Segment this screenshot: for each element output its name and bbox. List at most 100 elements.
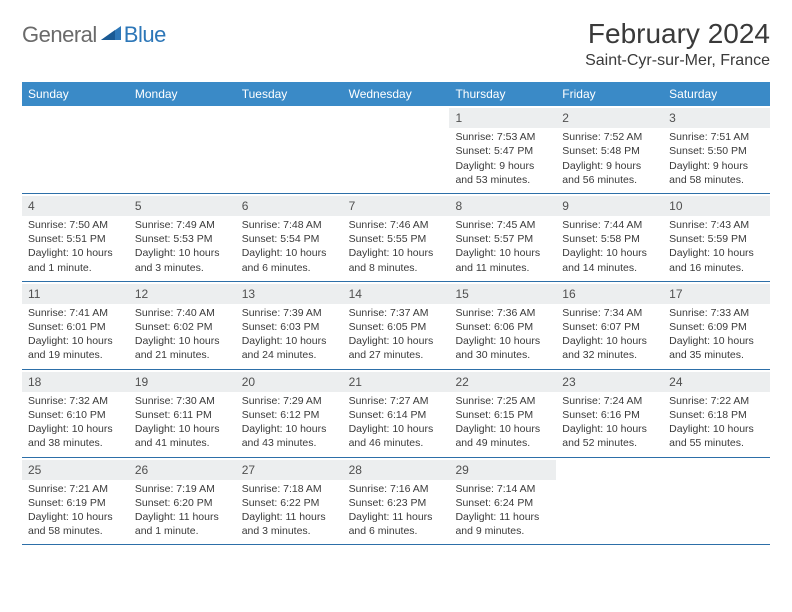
day-cell: 28Sunrise: 7:16 AMSunset: 6:23 PMDayligh… [343, 458, 450, 545]
sunrise-text: Sunrise: 7:43 AM [669, 218, 764, 232]
day-number: 4 [22, 196, 129, 216]
day-body: Sunrise: 7:16 AMSunset: 6:23 PMDaylight:… [343, 482, 450, 539]
sunset-text: Sunset: 6:19 PM [28, 496, 123, 510]
day-body: Sunrise: 7:41 AMSunset: 6:01 PMDaylight:… [22, 306, 129, 363]
day-body: Sunrise: 7:48 AMSunset: 5:54 PMDaylight:… [236, 218, 343, 275]
sunset-text: Sunset: 6:14 PM [349, 408, 444, 422]
sunset-text: Sunset: 6:09 PM [669, 320, 764, 334]
sunrise-text: Sunrise: 7:27 AM [349, 394, 444, 408]
day-body: Sunrise: 7:52 AMSunset: 5:48 PMDaylight:… [556, 130, 663, 187]
day-number: 21 [343, 372, 450, 392]
daylight-text-2: and 8 minutes. [349, 261, 444, 275]
daylight-text-1: Daylight: 11 hours [242, 510, 337, 524]
daylight-text-2: and 30 minutes. [455, 348, 550, 362]
brand-triangle-icon [101, 24, 121, 47]
daylight-text-1: Daylight: 10 hours [562, 334, 657, 348]
day-number: 9 [556, 196, 663, 216]
sunrise-text: Sunrise: 7:45 AM [455, 218, 550, 232]
daylight-text-2: and 58 minutes. [28, 524, 123, 538]
day-cell: 7Sunrise: 7:46 AMSunset: 5:55 PMDaylight… [343, 194, 450, 281]
day-number: 16 [556, 284, 663, 304]
daylight-text-2: and 27 minutes. [349, 348, 444, 362]
day-cell: 22Sunrise: 7:25 AMSunset: 6:15 PMDayligh… [449, 370, 556, 457]
day-number: 23 [556, 372, 663, 392]
day-cell: 5Sunrise: 7:49 AMSunset: 5:53 PMDaylight… [129, 194, 236, 281]
day-cell: 14Sunrise: 7:37 AMSunset: 6:05 PMDayligh… [343, 282, 450, 369]
day-cell [129, 106, 236, 193]
day-cell: 23Sunrise: 7:24 AMSunset: 6:16 PMDayligh… [556, 370, 663, 457]
daylight-text-1: Daylight: 10 hours [455, 246, 550, 260]
daylight-text-2: and 19 minutes. [28, 348, 123, 362]
day-cell: 2Sunrise: 7:52 AMSunset: 5:48 PMDaylight… [556, 106, 663, 193]
day-body: Sunrise: 7:18 AMSunset: 6:22 PMDaylight:… [236, 482, 343, 539]
sunset-text: Sunset: 6:11 PM [135, 408, 230, 422]
day-body: Sunrise: 7:40 AMSunset: 6:02 PMDaylight:… [129, 306, 236, 363]
sunset-text: Sunset: 6:24 PM [455, 496, 550, 510]
day-body: Sunrise: 7:53 AMSunset: 5:47 PMDaylight:… [449, 130, 556, 187]
brand-text-blue: Blue [124, 22, 166, 48]
week-row: 18Sunrise: 7:32 AMSunset: 6:10 PMDayligh… [22, 370, 770, 458]
day-body: Sunrise: 7:19 AMSunset: 6:20 PMDaylight:… [129, 482, 236, 539]
sunset-text: Sunset: 6:23 PM [349, 496, 444, 510]
day-number: 29 [449, 460, 556, 480]
day-number: 1 [449, 108, 556, 128]
day-cell: 24Sunrise: 7:22 AMSunset: 6:18 PMDayligh… [663, 370, 770, 457]
daylight-text-1: Daylight: 10 hours [135, 422, 230, 436]
daylight-text-1: Daylight: 10 hours [562, 246, 657, 260]
daylight-text-1: Daylight: 10 hours [669, 422, 764, 436]
day-number: 10 [663, 196, 770, 216]
weekday-header-row: SundayMondayTuesdayWednesdayThursdayFrid… [22, 82, 770, 106]
sunset-text: Sunset: 5:53 PM [135, 232, 230, 246]
daylight-text-2: and 38 minutes. [28, 436, 123, 450]
brand-text-general: General [22, 22, 97, 48]
day-cell [22, 106, 129, 193]
day-number: 17 [663, 284, 770, 304]
sunrise-text: Sunrise: 7:16 AM [349, 482, 444, 496]
title-block: February 2024 Saint-Cyr-sur-Mer, France [585, 18, 770, 70]
weekday-header: Sunday [22, 82, 129, 106]
weekday-header: Monday [129, 82, 236, 106]
week-row: 4Sunrise: 7:50 AMSunset: 5:51 PMDaylight… [22, 194, 770, 282]
daylight-text-1: Daylight: 10 hours [28, 334, 123, 348]
sunset-text: Sunset: 6:20 PM [135, 496, 230, 510]
daylight-text-2: and 21 minutes. [135, 348, 230, 362]
sunrise-text: Sunrise: 7:34 AM [562, 306, 657, 320]
daylight-text-2: and 32 minutes. [562, 348, 657, 362]
daylight-text-1: Daylight: 11 hours [349, 510, 444, 524]
week-row: 25Sunrise: 7:21 AMSunset: 6:19 PMDayligh… [22, 458, 770, 546]
day-number: 11 [22, 284, 129, 304]
day-number: 14 [343, 284, 450, 304]
day-number: 24 [663, 372, 770, 392]
daylight-text-1: Daylight: 10 hours [349, 422, 444, 436]
day-number: 15 [449, 284, 556, 304]
sunset-text: Sunset: 6:16 PM [562, 408, 657, 422]
day-body: Sunrise: 7:27 AMSunset: 6:14 PMDaylight:… [343, 394, 450, 451]
sunrise-text: Sunrise: 7:36 AM [455, 306, 550, 320]
day-body: Sunrise: 7:44 AMSunset: 5:58 PMDaylight:… [556, 218, 663, 275]
day-body: Sunrise: 7:30 AMSunset: 6:11 PMDaylight:… [129, 394, 236, 451]
daylight-text-1: Daylight: 9 hours [562, 159, 657, 173]
daylight-text-2: and 6 minutes. [242, 261, 337, 275]
sunset-text: Sunset: 6:05 PM [349, 320, 444, 334]
day-number: 8 [449, 196, 556, 216]
day-cell: 13Sunrise: 7:39 AMSunset: 6:03 PMDayligh… [236, 282, 343, 369]
weeks-container: 1Sunrise: 7:53 AMSunset: 5:47 PMDaylight… [22, 106, 770, 545]
daylight-text-1: Daylight: 11 hours [455, 510, 550, 524]
day-cell: 26Sunrise: 7:19 AMSunset: 6:20 PMDayligh… [129, 458, 236, 545]
day-cell [236, 106, 343, 193]
sunset-text: Sunset: 5:55 PM [349, 232, 444, 246]
day-body: Sunrise: 7:14 AMSunset: 6:24 PMDaylight:… [449, 482, 556, 539]
day-body: Sunrise: 7:34 AMSunset: 6:07 PMDaylight:… [556, 306, 663, 363]
day-body: Sunrise: 7:21 AMSunset: 6:19 PMDaylight:… [22, 482, 129, 539]
sunset-text: Sunset: 6:12 PM [242, 408, 337, 422]
sunrise-text: Sunrise: 7:25 AM [455, 394, 550, 408]
daylight-text-2: and 9 minutes. [455, 524, 550, 538]
day-body: Sunrise: 7:49 AMSunset: 5:53 PMDaylight:… [129, 218, 236, 275]
daylight-text-1: Daylight: 10 hours [455, 334, 550, 348]
day-cell: 6Sunrise: 7:48 AMSunset: 5:54 PMDaylight… [236, 194, 343, 281]
day-number: 13 [236, 284, 343, 304]
sunrise-text: Sunrise: 7:32 AM [28, 394, 123, 408]
daylight-text-2: and 24 minutes. [242, 348, 337, 362]
sunrise-text: Sunrise: 7:48 AM [242, 218, 337, 232]
daylight-text-1: Daylight: 10 hours [669, 334, 764, 348]
